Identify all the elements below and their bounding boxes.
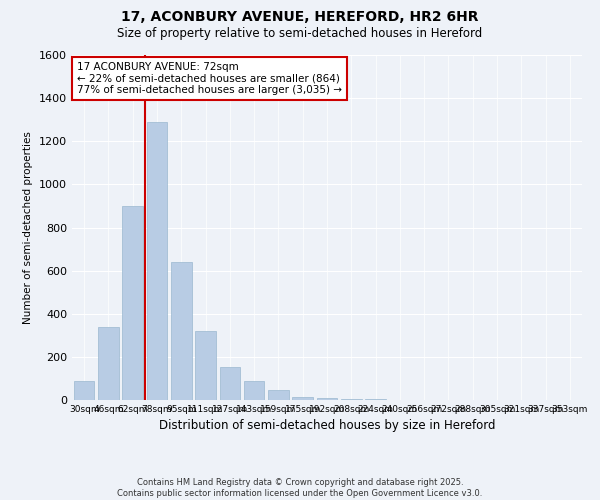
- Text: 17 ACONBURY AVENUE: 72sqm
← 22% of semi-detached houses are smaller (864)
77% of: 17 ACONBURY AVENUE: 72sqm ← 22% of semi-…: [77, 62, 342, 95]
- Y-axis label: Number of semi-detached properties: Number of semi-detached properties: [23, 131, 34, 324]
- Bar: [317, 398, 337, 400]
- Bar: [171, 262, 191, 400]
- Bar: [98, 326, 119, 400]
- Bar: [244, 380, 265, 400]
- Bar: [74, 380, 94, 400]
- Bar: [268, 390, 289, 400]
- Text: Contains HM Land Registry data © Crown copyright and database right 2025.
Contai: Contains HM Land Registry data © Crown c…: [118, 478, 482, 498]
- Bar: [195, 331, 216, 400]
- Text: 17, ACONBURY AVENUE, HEREFORD, HR2 6HR: 17, ACONBURY AVENUE, HEREFORD, HR2 6HR: [121, 10, 479, 24]
- Bar: [292, 397, 313, 400]
- X-axis label: Distribution of semi-detached houses by size in Hereford: Distribution of semi-detached houses by …: [159, 420, 495, 432]
- Bar: [122, 206, 143, 400]
- Bar: [341, 399, 362, 400]
- Bar: [220, 366, 240, 400]
- Text: Size of property relative to semi-detached houses in Hereford: Size of property relative to semi-detach…: [118, 28, 482, 40]
- Bar: [146, 122, 167, 400]
